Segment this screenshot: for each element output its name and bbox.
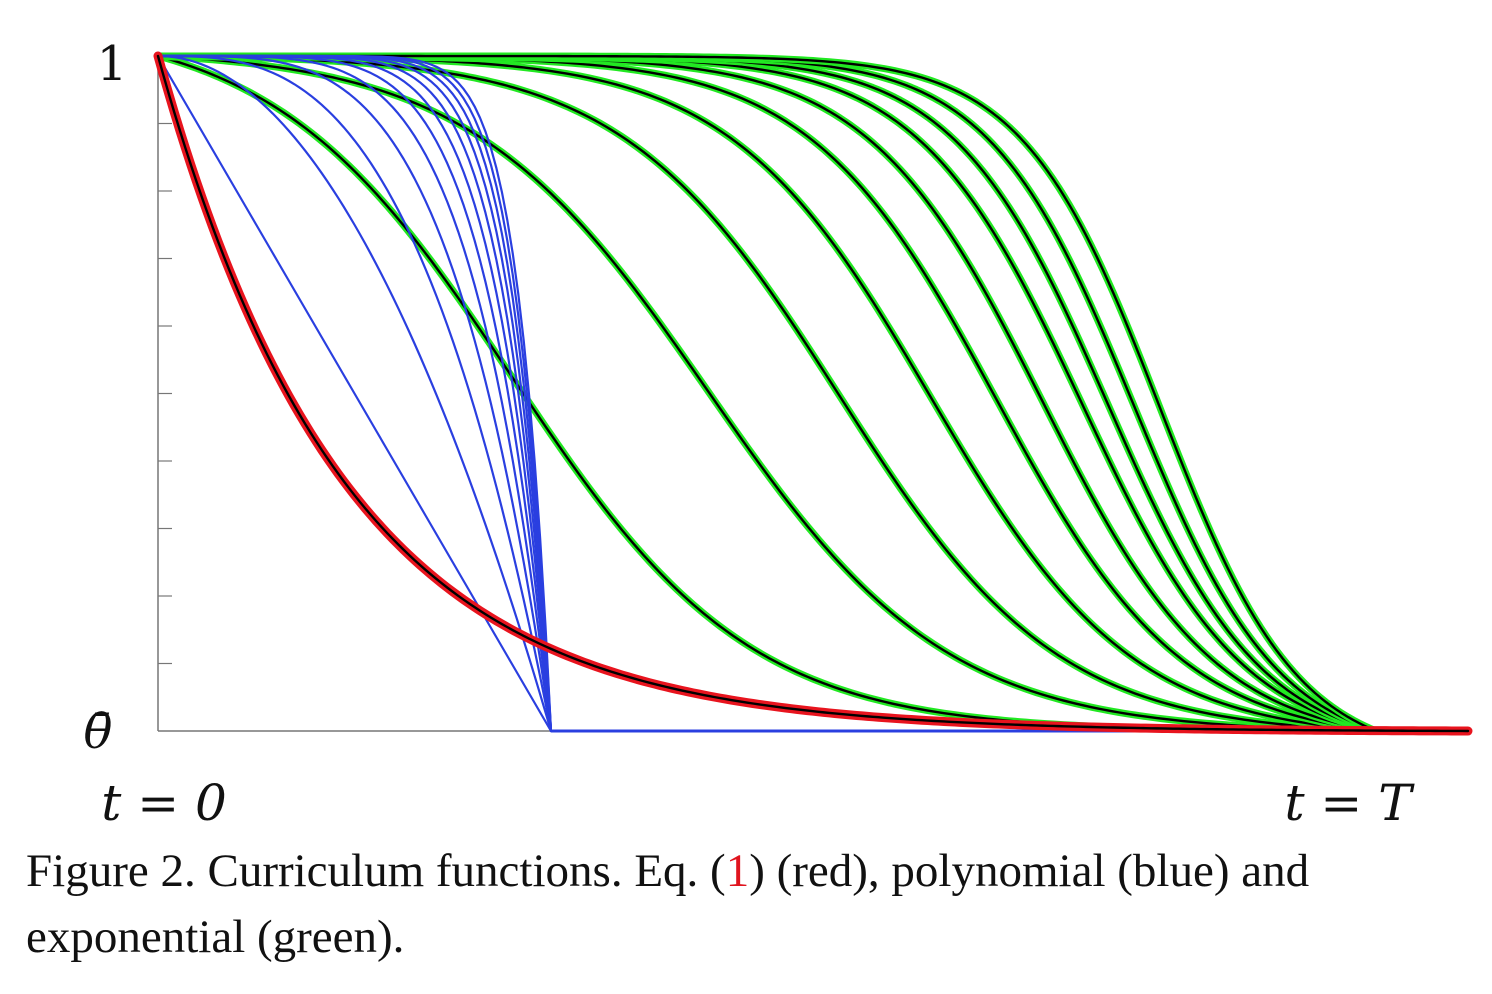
- y-tick-label-bottom: θ̄: [84, 704, 113, 760]
- figure-caption: Figure 2. Curriculum functions. Eq. (1) …: [26, 838, 1476, 970]
- caption-label: Figure 2.: [26, 845, 196, 897]
- eq1-curve: [156, 54, 1470, 733]
- series-layer: [153, 51, 1473, 736]
- polynomial-curve-p1: [156, 54, 1470, 733]
- x-tick-label-end: t = T: [1284, 774, 1415, 830]
- y-minor-ticks: [158, 122, 172, 665]
- x-tick-label-start: t = 0: [101, 774, 227, 830]
- caption-text-before: Curriculum functions. Eq. (: [207, 845, 726, 897]
- caption-text-after: ) (red), polynomial (blue) and exponenti…: [26, 845, 1310, 963]
- y-tick-label-top: 1: [97, 36, 128, 92]
- curriculum-chart: 1 θ̄ t = 0 t = T: [84, 36, 1473, 830]
- exponential-curve-3: [156, 54, 1470, 733]
- caption-equation-ref[interactable]: 1: [725, 845, 750, 897]
